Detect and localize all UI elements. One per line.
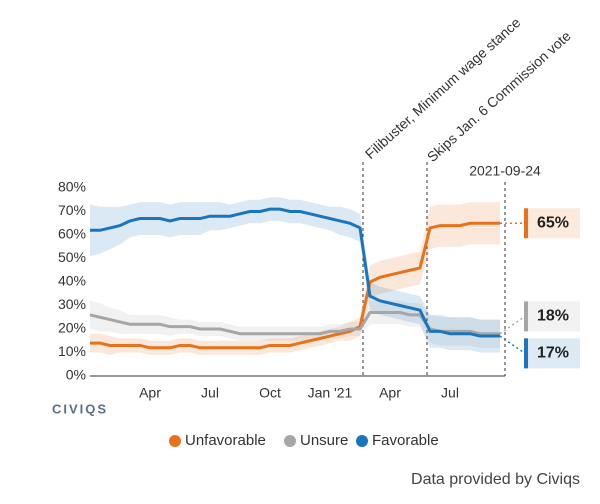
legend-label: Unsure: [300, 432, 348, 449]
legend-marker: [356, 435, 368, 447]
legend-marker: [284, 435, 296, 447]
end-label-box: [527, 338, 580, 369]
source: Data provided by Civiqs: [411, 471, 580, 488]
series-line: [89, 311, 500, 336]
y-tick-label: 50%: [58, 249, 86, 265]
x-tick-label: Jan '21: [308, 385, 353, 401]
x-tick-label: Jul: [201, 385, 219, 401]
y-tick-label: 60%: [58, 226, 86, 242]
annotation: 2021-09-24: [469, 163, 541, 179]
series-line: [90, 207, 500, 338]
logo: CIVIQS: [52, 401, 108, 416]
y-tick-label: 0%: [66, 367, 86, 383]
x-tick-label: Jul: [441, 385, 459, 401]
end-label-box: [527, 208, 580, 239]
end-label-bar: [524, 301, 528, 332]
y-tick-label: 30%: [58, 296, 86, 312]
end-label-bar: [524, 208, 528, 239]
y-tick-label: 20%: [58, 320, 86, 336]
end-label: 65%: [537, 214, 569, 231]
end-label: 17%: [537, 345, 569, 362]
x-tick-label: Apr: [139, 385, 161, 401]
legend-label: Unfavorable: [185, 432, 266, 449]
y-tick-label: 70%: [58, 202, 86, 218]
legend-marker: [169, 435, 181, 447]
x-tick-label: Apr: [379, 385, 401, 401]
confidence-band: [90, 202, 500, 355]
y-tick-label: 80%: [58, 179, 86, 195]
x-tick-label: Oct: [259, 385, 281, 401]
end-label-box: [527, 301, 580, 332]
end-label-bar: [524, 338, 528, 369]
series-line: [90, 221, 500, 350]
legend-label: Favorable: [372, 432, 439, 449]
y-tick-label: 40%: [58, 273, 86, 289]
end-label: 18%: [537, 308, 569, 325]
leader-line: [499, 335, 526, 354]
leader-line: [499, 315, 526, 335]
y-tick-label: 10%: [58, 343, 86, 359]
